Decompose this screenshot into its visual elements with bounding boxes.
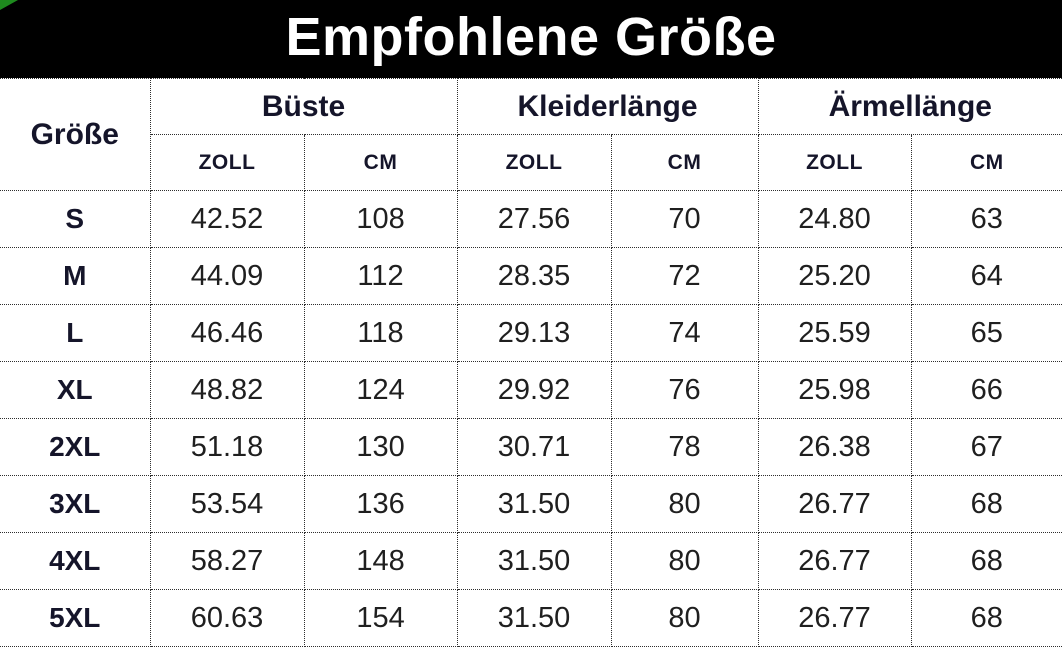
column-group-kleiderlaenge: Kleiderlänge (456, 78, 759, 135)
unit-header-kleiderlaenge-zoll: ZOLL (456, 134, 612, 191)
page-title: Empfohlene Größe (285, 7, 777, 67)
size-label: 2XL (0, 418, 151, 476)
value-cell: 118 (303, 304, 458, 362)
value-cell: 25.59 (757, 304, 912, 362)
value-cell: 25.20 (757, 247, 912, 305)
value-cell: 66 (910, 361, 1062, 419)
size-label: XL (0, 361, 151, 419)
value-cell: 53.54 (149, 475, 305, 533)
table-row-m: M 44.09 112 28.35 72 25.20 64 (0, 247, 1062, 305)
group-header-row: Größe Büste Kleiderlänge Ärmellänge (0, 78, 1062, 191)
size-label: 5XL (0, 589, 151, 647)
value-cell: 68 (910, 589, 1062, 647)
value-cell: 31.50 (456, 532, 612, 590)
unit-header-row: ZOLL CM ZOLL CM ZOLL CM (0, 134, 1062, 191)
value-cell: 78 (610, 418, 759, 476)
value-cell: 30.71 (456, 418, 612, 476)
column-header-groesse: Größe (0, 78, 151, 191)
table-row-s: S 42.52 108 27.56 70 24.80 63 (0, 190, 1062, 248)
value-cell: 42.52 (149, 190, 305, 248)
value-cell: 148 (303, 532, 458, 590)
value-cell: 27.56 (456, 190, 612, 248)
value-cell: 154 (303, 589, 458, 647)
value-cell: 80 (610, 589, 759, 647)
value-cell: 67 (910, 418, 1062, 476)
size-label: M (0, 247, 151, 305)
value-cell: 29.92 (456, 361, 612, 419)
size-table: Größe Büste Kleiderlänge Ärmellänge ZOLL… (0, 78, 1062, 647)
size-label: 4XL (0, 532, 151, 590)
value-cell: 31.50 (456, 589, 612, 647)
value-cell: 29.13 (456, 304, 612, 362)
size-label: 3XL (0, 475, 151, 533)
value-cell: 80 (610, 532, 759, 590)
value-cell: 74 (610, 304, 759, 362)
value-cell: 63 (910, 190, 1062, 248)
value-cell: 76 (610, 361, 759, 419)
green-corner-icon (0, 0, 18, 10)
table-row-xl: XL 48.82 124 29.92 76 25.98 66 (0, 361, 1062, 419)
value-cell: 31.50 (456, 475, 612, 533)
value-cell: 124 (303, 361, 458, 419)
size-label: S (0, 190, 151, 248)
value-cell: 112 (303, 247, 458, 305)
value-cell: 68 (910, 532, 1062, 590)
value-cell: 108 (303, 190, 458, 248)
value-cell: 28.35 (456, 247, 612, 305)
value-cell: 130 (303, 418, 458, 476)
title-bar: Empfohlene Größe (0, 0, 1062, 78)
value-cell: 26.77 (757, 532, 912, 590)
size-label: L (0, 304, 151, 362)
value-cell: 26.77 (757, 475, 912, 533)
table-row-4xl: 4XL 58.27 148 31.50 80 26.77 68 (0, 532, 1062, 590)
value-cell: 68 (910, 475, 1062, 533)
value-cell: 72 (610, 247, 759, 305)
value-cell: 58.27 (149, 532, 305, 590)
unit-header-aermellaenge-cm: CM (910, 134, 1062, 191)
table-row-5xl: 5XL 60.63 154 31.50 80 26.77 68 (0, 589, 1062, 647)
value-cell: 136 (303, 475, 458, 533)
value-cell: 25.98 (757, 361, 912, 419)
value-cell: 26.38 (757, 418, 912, 476)
value-cell: 65 (910, 304, 1062, 362)
unit-header-bueste-cm: CM (303, 134, 458, 191)
unit-header-kleiderlaenge-cm: CM (610, 134, 759, 191)
value-cell: 64 (910, 247, 1062, 305)
value-cell: 24.80 (757, 190, 912, 248)
value-cell: 70 (610, 190, 759, 248)
value-cell: 80 (610, 475, 759, 533)
unit-header-bueste-zoll: ZOLL (150, 134, 305, 191)
value-cell: 46.46 (149, 304, 305, 362)
unit-header-aermellaenge-zoll: ZOLL (757, 134, 912, 191)
table-row-2xl: 2XL 51.18 130 30.71 78 26.38 67 (0, 418, 1062, 476)
value-cell: 51.18 (149, 418, 305, 476)
value-cell: 44.09 (149, 247, 305, 305)
column-group-aermellaenge: Ärmellänge (757, 78, 1062, 135)
table-row-l: L 46.46 118 29.13 74 25.59 65 (0, 304, 1062, 362)
value-cell: 48.82 (149, 361, 305, 419)
value-cell: 26.77 (757, 589, 912, 647)
value-cell: 60.63 (149, 589, 305, 647)
table-row-3xl: 3XL 53.54 136 31.50 80 26.77 68 (0, 475, 1062, 533)
column-group-bueste: Büste (149, 78, 458, 135)
